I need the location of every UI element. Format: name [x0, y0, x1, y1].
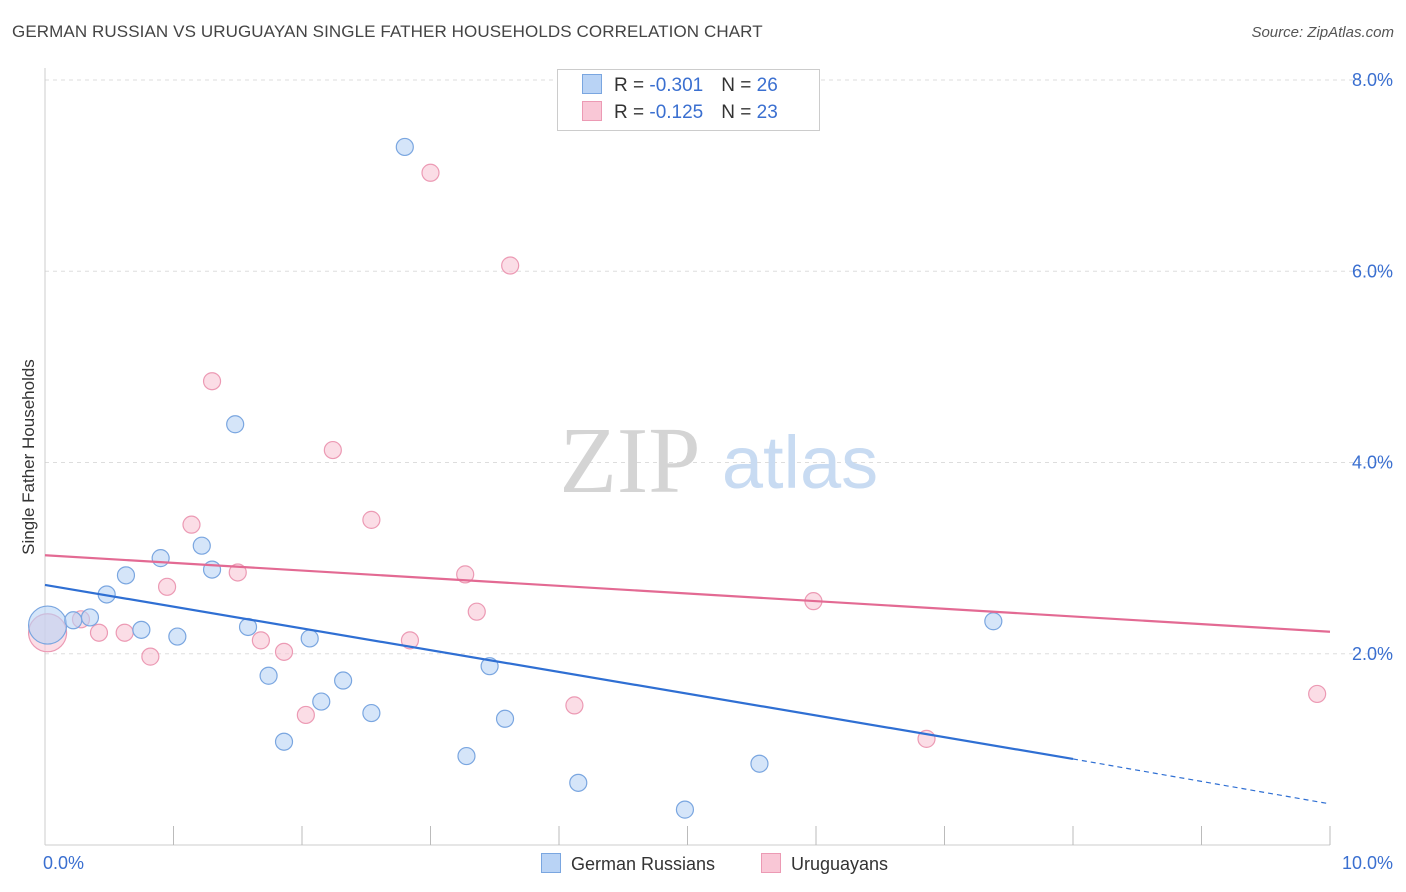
point-german-russians [132, 620, 151, 639]
point-uruguayans [274, 642, 294, 661]
watermark: ZIP atlas [560, 409, 879, 513]
point-uruguayans [501, 256, 520, 275]
y-tick-label: 2.0% [1352, 644, 1393, 664]
point-uruguayans [323, 440, 342, 460]
points-layer [27, 137, 1327, 819]
bottom-legend-label: Uruguayans [791, 854, 889, 874]
point-uruguayans [251, 631, 270, 650]
point-german-russians [457, 746, 476, 766]
stats-legend: R = -0.301 N = 26 R = -0.125 N = 23 [557, 69, 820, 131]
point-uruguayans [296, 705, 315, 725]
point-uruguayans [1308, 684, 1327, 704]
bottom-legend-swatch-blue [541, 853, 561, 873]
axes-layer [44, 68, 1331, 846]
legend-row-uruguayans: R = -0.125 N = 23 [582, 101, 778, 127]
y-tick-label: 8.0% [1352, 70, 1393, 90]
point-uruguayans [456, 565, 475, 584]
legend-r-value: -0.301 [649, 75, 704, 96]
point-german-russians [259, 666, 278, 685]
point-german-russians [312, 692, 331, 711]
point-german-russians [750, 754, 769, 773]
bottom-legend-swatch-pink [761, 853, 781, 873]
point-german-russians [495, 709, 515, 728]
point-uruguayans [157, 577, 177, 596]
trendline-german-russians-extrapolated [1072, 758, 1331, 805]
chart-title: GERMAN RUSSIAN VS URUGUAYAN SINGLE FATHE… [12, 22, 763, 41]
legend-r-label: R = [614, 75, 650, 96]
bottom-legend-uruguayans: Uruguayans [761, 853, 888, 875]
bottom-legend-german-russians: German Russians [541, 853, 715, 875]
y-tick-label: 6.0% [1352, 261, 1393, 281]
legend-row-german-russians: R = -0.301 N = 26 [582, 74, 778, 100]
point-german-russians [80, 608, 100, 627]
point-uruguayans [400, 631, 420, 650]
point-german-russians [192, 536, 211, 555]
trendline-german-russians [44, 583, 1074, 761]
point-german-russians [300, 629, 319, 648]
point-german-russians [274, 732, 294, 751]
legend-n-value: 26 [756, 75, 778, 96]
point-german-russians [226, 415, 245, 434]
tick-labels-layer: 2.0% 4.0% 6.0% 8.0% 0.0% 10.0% [43, 70, 1393, 873]
legend-r-label: R = [614, 102, 650, 123]
point-german-russians [27, 605, 68, 645]
grid-layer [45, 79, 1392, 655]
trendline-uruguayans [44, 554, 1331, 633]
point-german-russians [168, 627, 187, 646]
point-uruguayans [89, 623, 109, 642]
point-german-russians [395, 137, 414, 157]
point-uruguayans [565, 696, 584, 715]
point-uruguayans [141, 647, 160, 666]
point-german-russians [362, 703, 381, 723]
point-german-russians [116, 566, 136, 585]
point-german-russians [64, 611, 83, 630]
y-axis-label: Single Father Households [19, 359, 38, 555]
watermark-zip: ZIP [560, 409, 701, 513]
point-uruguayans [421, 163, 440, 182]
point-uruguayans [115, 623, 134, 642]
legend-n-label: N = [721, 102, 757, 123]
point-uruguayans [467, 602, 486, 621]
point-uruguayans [202, 372, 222, 391]
x-tick-label: 0.0% [43, 853, 84, 873]
legend-swatch-blue [582, 74, 602, 94]
source-label: Source: ZipAtlas.com [1251, 24, 1394, 41]
x-tick-label: 10.0% [1342, 853, 1393, 873]
legend-swatch-pink [582, 101, 602, 121]
y-tick-label: 4.0% [1352, 453, 1393, 473]
point-german-russians [675, 800, 695, 819]
trend-layer [44, 554, 1331, 805]
bottom-legend-label: German Russians [571, 854, 716, 874]
point-german-russians [334, 671, 353, 690]
point-uruguayans [228, 563, 247, 582]
legend-n-label: N = [721, 75, 757, 96]
point-german-russians [202, 560, 222, 579]
point-german-russians [151, 549, 170, 568]
point-uruguayans [182, 515, 201, 534]
legend-n-value: 23 [756, 102, 778, 123]
watermark-atlas: atlas [722, 421, 878, 504]
point-uruguayans [362, 510, 381, 529]
point-german-russians [984, 612, 1003, 631]
legend-r-value: -0.125 [649, 102, 704, 123]
point-german-russians [569, 773, 588, 792]
